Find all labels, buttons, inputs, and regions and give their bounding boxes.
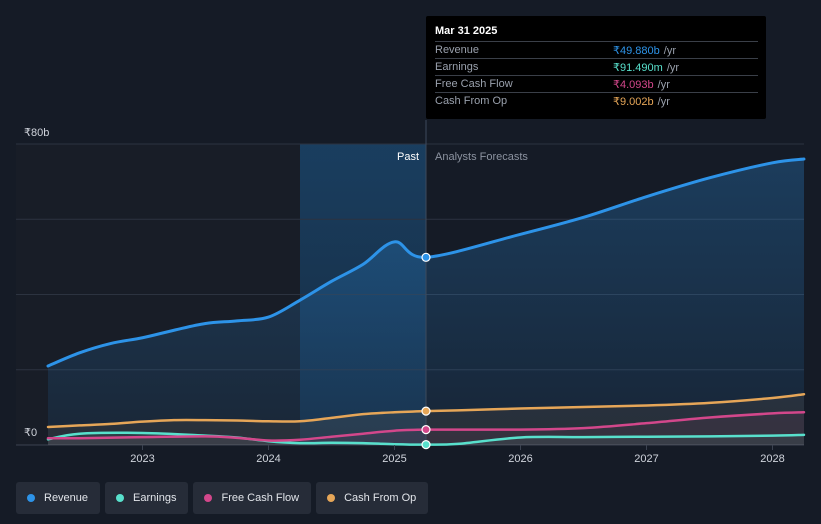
tooltip-label: Earnings [435, 61, 479, 73]
tooltip-value-number: ₹9.002b [613, 96, 654, 108]
legend-free-cash-flow[interactable]: Free Cash Flow [193, 482, 312, 514]
free-cash-flow-line [46, 411, 806, 442]
legend-dot-icon [116, 494, 125, 502]
x-tick-label: 2024 [256, 453, 280, 465]
tooltip-unit: /yr [666, 62, 680, 74]
earnings-marker [421, 440, 431, 450]
past-label: Past [397, 151, 419, 163]
x-tick-label: 2028 [760, 453, 784, 465]
tooltip-unit: /yr [663, 45, 676, 57]
tooltip-value-number: ₹91.490m [613, 62, 663, 74]
tooltip-date: Mar 31 2025 [435, 25, 498, 37]
legend-label: Free Cash Flow [221, 492, 300, 504]
legend-label: Cash From Op [344, 492, 417, 504]
tooltip: Mar 31 2025 Revenue ₹49.880b/yr Earnings… [426, 16, 766, 119]
forecast-label: Analysts Forecasts [435, 151, 528, 163]
tooltip-row-fcf: Free Cash Flow ₹4.093b/yr [435, 75, 758, 93]
x-axis: 2023 2024 2025 2026 2027 2028 [130, 445, 785, 465]
tooltip-label: Cash From Op [435, 95, 508, 107]
legend-earnings[interactable]: Earnings [105, 482, 189, 514]
legend-dot-icon [204, 494, 213, 502]
tooltip-row-revenue: Revenue ₹49.880b/yr [435, 41, 758, 59]
tooltip-value: ₹91.490m/yr [613, 61, 679, 74]
legend-cash-from-op[interactable]: Cash From Op [316, 482, 429, 514]
legend-dot-icon [327, 494, 336, 502]
tooltip-value: ₹4.093b/yr [613, 78, 670, 91]
tooltip-unit: /yr [657, 96, 670, 108]
tooltip-label: Free Cash Flow [435, 78, 513, 90]
x-tick-label: 2025 [382, 453, 406, 465]
tooltip-unit: /yr [657, 79, 670, 91]
tooltip-value: ₹49.880b/yr [613, 44, 676, 57]
tooltip-row-earnings: Earnings ₹91.490m/yr [435, 58, 758, 76]
legend-label: Revenue [44, 492, 89, 504]
free-cash-flow-marker [421, 425, 431, 435]
earnings-area [48, 432, 804, 445]
revenue-marker [421, 252, 431, 262]
tooltip-value-number: ₹49.880b [613, 45, 660, 57]
x-tick-label: 2023 [130, 453, 154, 465]
legend-label: Earnings [133, 492, 177, 504]
tooltip-label: Revenue [435, 44, 480, 56]
tooltip-value-number: ₹4.093b [613, 79, 654, 91]
tooltip-value: ₹9.002b/yr [613, 95, 670, 108]
revenue-line [46, 157, 806, 368]
cash-from-op-marker [421, 406, 431, 416]
cash-from-op-line [46, 392, 806, 429]
x-tick-label: 2027 [634, 453, 658, 465]
y-label-bottom: ₹0 [24, 427, 37, 439]
y-label-top: ₹80b [24, 127, 49, 139]
legend: Revenue Earnings Free Cash Flow Cash Fro… [16, 482, 429, 514]
x-tick-label: 2026 [508, 453, 532, 465]
legend-revenue[interactable]: Revenue [16, 482, 101, 514]
legend-dot-icon [27, 494, 35, 502]
tooltip-row-cfo: Cash From Op ₹9.002b/yr [435, 92, 758, 110]
